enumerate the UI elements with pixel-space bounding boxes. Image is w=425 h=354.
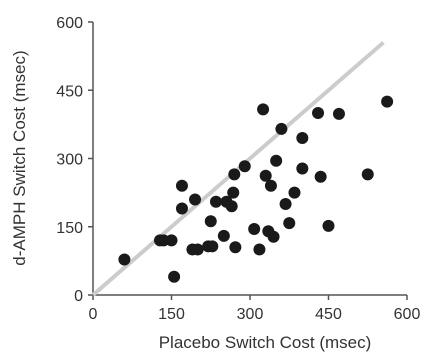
- data-point: [322, 219, 335, 232]
- data-point: [204, 215, 217, 228]
- data-point: [227, 186, 240, 199]
- data-point: [189, 193, 202, 206]
- y-tick-label: 150: [56, 220, 83, 237]
- data-point: [165, 234, 178, 247]
- x-tick-label: 0: [89, 306, 98, 323]
- data-point: [275, 122, 288, 135]
- data-point: [175, 202, 188, 215]
- data-point: [296, 162, 309, 175]
- data-point: [312, 107, 325, 119]
- x-tick-label: 450: [315, 306, 342, 323]
- data-point: [191, 243, 204, 256]
- data-point: [175, 179, 188, 192]
- data-point: [288, 186, 301, 199]
- data-point: [279, 198, 292, 210]
- y-axis-title: d-AMPH Switch Cost (msec): [10, 50, 29, 265]
- data-point: [229, 241, 242, 254]
- x-tick-label: 150: [158, 306, 185, 323]
- data-point: [206, 240, 219, 253]
- y-tick-label: 600: [56, 15, 83, 32]
- scatter-points: [118, 95, 394, 283]
- x-axis-ticks: 0 150 300 450 600: [89, 295, 421, 323]
- data-point: [259, 169, 272, 182]
- data-point: [209, 195, 222, 208]
- y-axis-ticks: 0 150 300 450 600: [56, 15, 93, 305]
- data-point: [381, 95, 394, 108]
- data-point: [267, 230, 280, 243]
- x-axis-title: Placebo Switch Cost (msec): [159, 333, 372, 352]
- y-tick-label: 0: [74, 288, 83, 305]
- data-point: [332, 107, 345, 120]
- data-point: [225, 200, 238, 213]
- data-point: [217, 229, 230, 242]
- x-tick-label: 300: [237, 306, 264, 323]
- data-point: [238, 160, 251, 173]
- data-point: [168, 270, 181, 283]
- data-point: [264, 179, 277, 192]
- data-point: [314, 170, 327, 183]
- data-point: [253, 243, 266, 256]
- data-point: [118, 253, 131, 266]
- data-point: [248, 223, 261, 236]
- data-point: [296, 132, 309, 145]
- data-point: [283, 217, 296, 230]
- y-tick-label: 450: [56, 83, 83, 100]
- data-point: [257, 103, 270, 116]
- identity-reference-line: [91, 40, 385, 297]
- x-tick-label: 600: [394, 306, 421, 323]
- y-tick-label: 300: [56, 152, 83, 169]
- data-point: [228, 168, 241, 181]
- data-point: [361, 168, 374, 181]
- data-point: [270, 154, 283, 167]
